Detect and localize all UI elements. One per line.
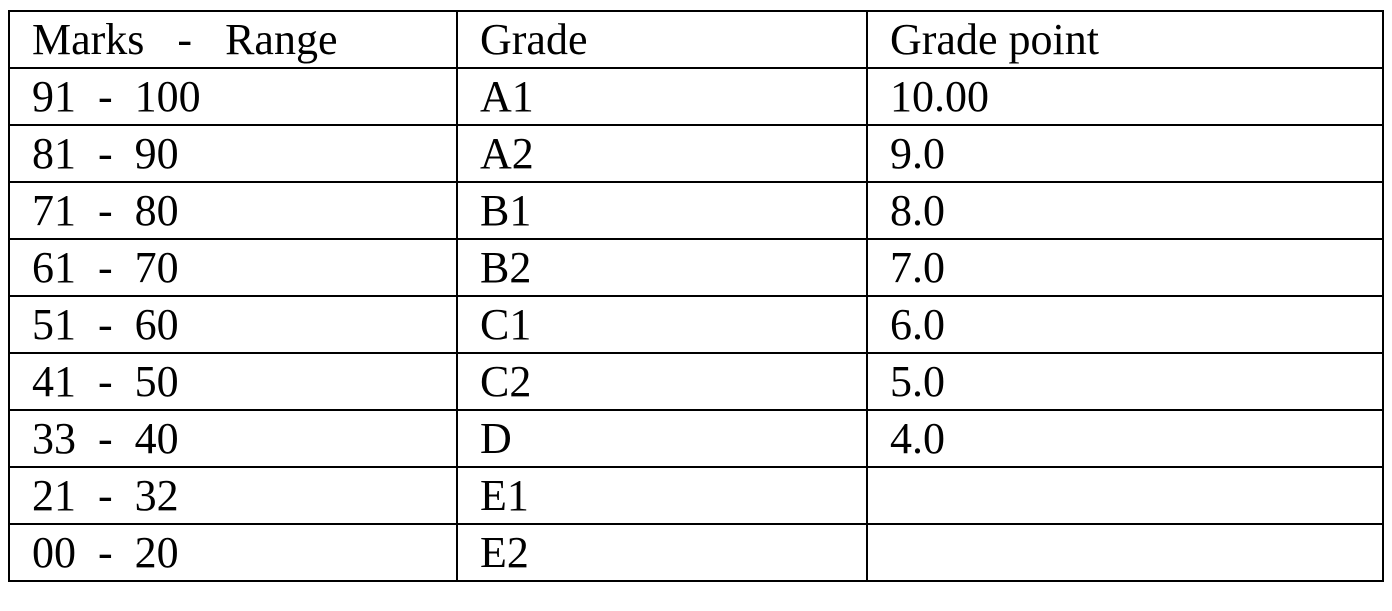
grade-cell: C1 [456, 295, 868, 354]
table-row: 91 - 100 A1 10.00 [8, 67, 1384, 126]
grade-point-cell: 8.0 [866, 181, 1384, 240]
grade-cell: E1 [456, 466, 868, 525]
grade-cell: B2 [456, 238, 868, 297]
marks-range-cell: 71 - 80 [8, 181, 458, 240]
grade-point-cell: 5.0 [866, 352, 1384, 411]
marks-range-cell: 41 - 50 [8, 352, 458, 411]
marks-range-cell: 61 - 70 [8, 238, 458, 297]
marks-range-cell: 33 - 40 [8, 409, 458, 468]
table-row: 51 - 60 C1 6.0 [8, 295, 1384, 354]
marks-range-cell: 81 - 90 [8, 124, 458, 183]
marks-range-cell: 00 - 20 [8, 523, 458, 582]
grade-point-cell: 9.0 [866, 124, 1384, 183]
grade-point-cell: 4.0 [866, 409, 1384, 468]
marks-range-cell: 51 - 60 [8, 295, 458, 354]
header-grade-point: Grade point [866, 10, 1384, 69]
marks-range-cell: 21 - 32 [8, 466, 458, 525]
table-row: 00 - 20 E2 [8, 523, 1384, 582]
grade-cell: C2 [456, 352, 868, 411]
table-row: 21 - 32 E1 [8, 466, 1384, 525]
table-row: 41 - 50 C2 5.0 [8, 352, 1384, 411]
grading-table: Marks - Range Grade Grade point 91 - 100… [8, 10, 1384, 582]
grade-cell: A2 [456, 124, 868, 183]
table-row: 61 - 70 B2 7.0 [8, 238, 1384, 297]
grade-cell: D [456, 409, 868, 468]
grade-point-cell [866, 466, 1384, 525]
grade-cell: B1 [456, 181, 868, 240]
marks-range-cell: 91 - 100 [8, 67, 458, 126]
grade-point-cell [866, 523, 1384, 582]
grade-point-cell: 7.0 [866, 238, 1384, 297]
table-row: 33 - 40 D 4.0 [8, 409, 1384, 468]
table-row: 71 - 80 B1 8.0 [8, 181, 1384, 240]
header-marks-range: Marks - Range [8, 10, 458, 69]
grade-cell: A1 [456, 67, 868, 126]
grade-point-cell: 6.0 [866, 295, 1384, 354]
grade-point-cell: 10.00 [866, 67, 1384, 126]
grade-cell: E2 [456, 523, 868, 582]
header-grade: Grade [456, 10, 868, 69]
table-header-row: Marks - Range Grade Grade point [8, 10, 1384, 69]
table-row: 81 - 90 A2 9.0 [8, 124, 1384, 183]
